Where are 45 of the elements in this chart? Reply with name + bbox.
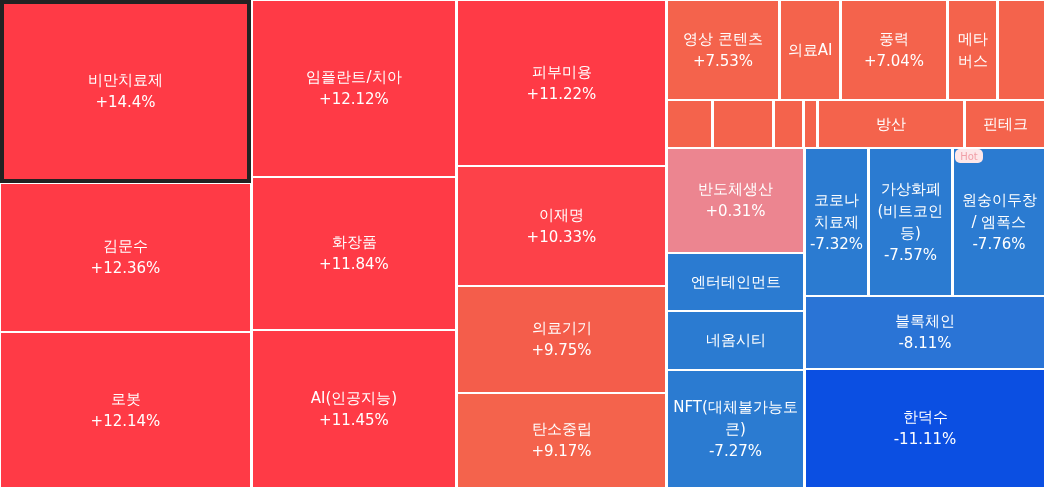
data-label: +9.17% (531, 442, 592, 460)
category-label: 방산 (876, 114, 906, 133)
category-label: 풍력 (879, 29, 909, 48)
data-label: +9.75% (531, 341, 592, 359)
category-label: 영상 콘텐츠 (683, 29, 763, 48)
data-label: +14.4% (95, 93, 156, 111)
data-label: -7.57% (883, 245, 938, 264)
data-label: -11.11% (893, 430, 957, 448)
annotation: Hot (955, 149, 983, 163)
data-label: +12.14% (90, 411, 161, 430)
data-label: +0.31% (705, 202, 766, 220)
category-label: 김문수 (103, 237, 148, 255)
category-label: 탄소중립 (531, 420, 592, 438)
category-label: 한덕수 (902, 408, 948, 426)
data-label: -8.11% (898, 334, 952, 352)
category-label: 원숭이두창 / 엠폭스 (961, 190, 1037, 231)
category-label: 블록체인 (895, 312, 955, 330)
category-label: 비만치료제 (88, 71, 163, 89)
category-label: 네옴시티 (705, 331, 766, 349)
category-label: 엔터테인먼트 (690, 272, 781, 291)
category-label: 의료기기 (531, 319, 592, 337)
category-label: AI(인공지능) (310, 388, 398, 407)
category-label: 메타버스 (957, 29, 988, 70)
data-label: +11.84% (319, 255, 389, 273)
category-label: 반도체생산 (698, 180, 773, 198)
data-label: +7.04% (863, 51, 925, 70)
category-label: 화장품 (331, 233, 377, 251)
data-label: +11.45% (319, 410, 389, 429)
data-label: +7.53% (692, 51, 754, 70)
category-label: 피부미용 (531, 62, 592, 81)
data-label: -7.32% (809, 234, 864, 253)
data-label: -7.76% (972, 234, 1026, 253)
category-label: 가상화폐 (비트코인 등) (877, 179, 944, 242)
data-label: +12.36% (90, 259, 161, 277)
data-label: +12.12% (319, 90, 389, 108)
category-label: 의료AI (787, 40, 833, 59)
category-label: 코로나 치료제 (814, 190, 859, 231)
data-label: +11.22% (526, 84, 597, 103)
data-label: +10.33% (526, 227, 597, 246)
category-label: 로봇 (110, 389, 141, 408)
category-label: 이재명 (539, 205, 584, 224)
data-label: -7.27% (708, 441, 763, 460)
category-label: NFT(대체불가능토큰) (673, 397, 798, 438)
category-label: 임플란트/치아 (306, 68, 402, 86)
category-label: 핀테크 (982, 114, 1028, 133)
